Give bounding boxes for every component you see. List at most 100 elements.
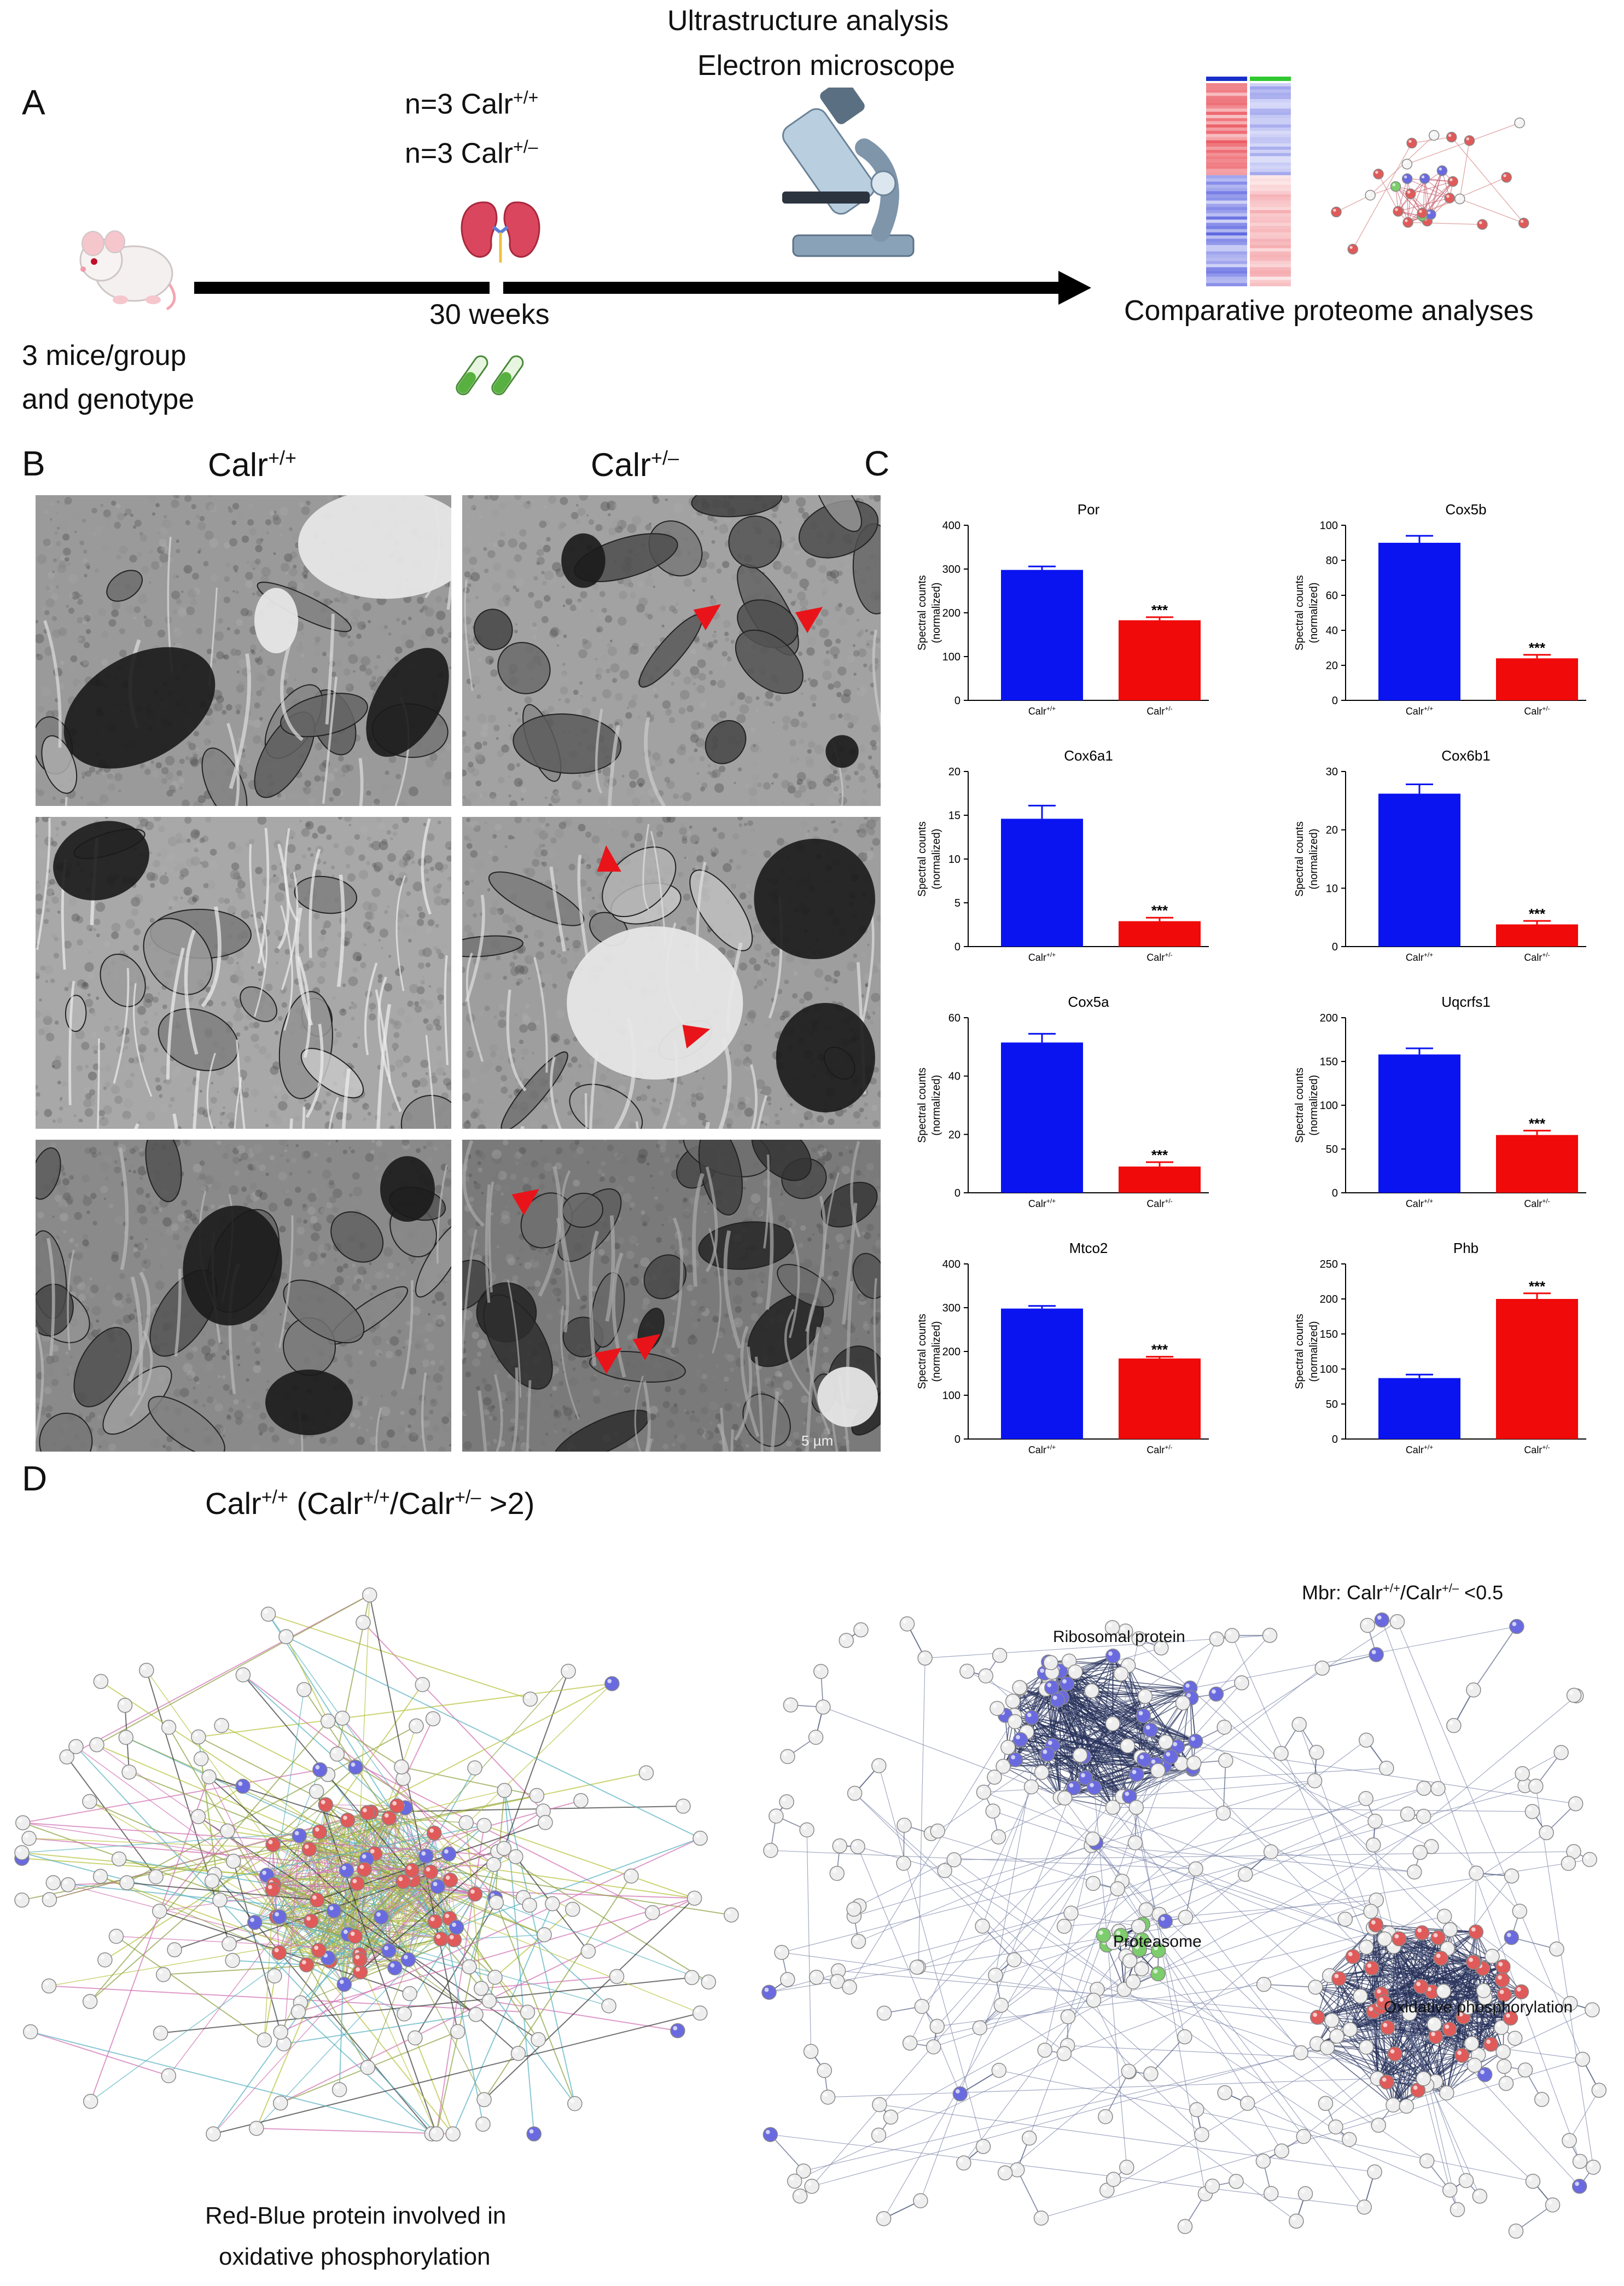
em-texture — [52, 571, 55, 573]
em-texture — [828, 683, 834, 690]
em-texture — [516, 1070, 525, 1078]
em-texture — [575, 519, 580, 524]
em-texture — [621, 830, 629, 838]
em-texture — [344, 845, 354, 856]
heatmap-header-wt — [1206, 77, 1247, 81]
em-texture — [38, 1029, 45, 1035]
em-texture — [116, 1031, 120, 1035]
em-texture — [185, 890, 190, 895]
em-texture — [408, 616, 412, 620]
em-texture — [513, 585, 517, 589]
em-texture — [352, 1409, 361, 1419]
em-texture — [750, 744, 759, 753]
em-texture — [176, 495, 181, 499]
em-texture — [521, 1057, 525, 1060]
em-texture — [222, 1152, 229, 1159]
em-texture — [68, 1198, 75, 1204]
em-texture — [183, 1119, 191, 1128]
em-texture — [519, 965, 528, 975]
em-texture — [554, 829, 564, 838]
em-texture — [284, 1198, 293, 1207]
em-texture — [653, 585, 656, 588]
em-texture — [68, 1367, 72, 1371]
em-texture — [522, 1015, 531, 1024]
em-texture — [183, 565, 193, 574]
em-texture — [677, 1112, 681, 1117]
em-texture — [139, 531, 143, 536]
em-texture — [232, 996, 238, 1002]
network-node — [1405, 188, 1416, 199]
em-texture — [485, 1060, 493, 1069]
em-texture — [500, 1075, 508, 1082]
em-texture — [214, 702, 223, 712]
em-texture — [230, 1145, 232, 1148]
em-texture — [818, 565, 827, 573]
em-texture — [398, 1447, 408, 1452]
em-texture — [784, 979, 789, 984]
em-texture — [436, 1060, 443, 1067]
heatmap-cell — [1206, 200, 1247, 204]
em-texture — [77, 635, 86, 643]
em-membrane — [295, 907, 313, 1026]
em-texture — [507, 707, 513, 712]
em-texture — [55, 827, 59, 831]
em-texture — [189, 519, 193, 522]
em-nucleus — [754, 839, 875, 959]
em-texture — [43, 538, 51, 547]
em-texture — [428, 1313, 431, 1316]
em-texture — [751, 916, 757, 922]
em-membrane — [36, 1326, 44, 1442]
em-texture — [443, 1077, 451, 1086]
em-texture — [815, 558, 820, 563]
em-texture — [244, 1055, 251, 1063]
em-texture — [288, 1438, 295, 1445]
em-texture — [58, 1241, 67, 1250]
em-texture — [339, 595, 348, 604]
em-texture — [697, 1085, 703, 1092]
em-texture — [487, 714, 496, 723]
em-texture — [365, 668, 372, 676]
em-texture — [323, 861, 327, 865]
em-texture — [211, 1082, 214, 1085]
em-texture — [480, 1119, 484, 1124]
em-texture — [192, 895, 199, 902]
em-texture — [382, 784, 389, 791]
em-texture — [161, 778, 167, 784]
em-texture — [386, 1227, 390, 1231]
em-texture — [559, 521, 566, 529]
em-texture — [350, 1422, 355, 1428]
em-texture — [88, 1071, 97, 1081]
em-texture — [854, 770, 859, 776]
em-texture — [250, 649, 254, 653]
em-texture — [427, 1434, 433, 1441]
em-texture — [206, 880, 216, 890]
em-texture — [694, 661, 704, 671]
em-texture — [606, 1070, 610, 1074]
em-texture — [371, 1285, 377, 1291]
em-texture — [259, 1431, 263, 1436]
em-texture — [485, 655, 494, 665]
em-texture — [612, 678, 618, 683]
em-texture — [103, 509, 111, 518]
em-texture — [320, 1208, 327, 1214]
em-texture — [52, 1111, 62, 1121]
em-texture — [846, 785, 849, 789]
em-texture — [125, 919, 135, 929]
em-texture — [202, 1404, 206, 1407]
em-texture — [243, 745, 247, 749]
em-texture — [357, 1401, 363, 1406]
em-texture — [521, 1012, 528, 1019]
em-texture — [516, 763, 521, 768]
em-texture — [607, 820, 610, 824]
network-node-highlight — [1503, 174, 1506, 177]
em-texture — [73, 1275, 83, 1285]
em-texture — [104, 1065, 112, 1072]
em-texture — [238, 681, 246, 689]
em-texture — [159, 1232, 164, 1237]
em-texture — [260, 537, 264, 542]
em-texture — [252, 1341, 257, 1346]
em-texture — [627, 524, 637, 533]
em-texture — [473, 913, 478, 918]
em-texture — [695, 850, 699, 854]
em-texture — [465, 598, 470, 603]
